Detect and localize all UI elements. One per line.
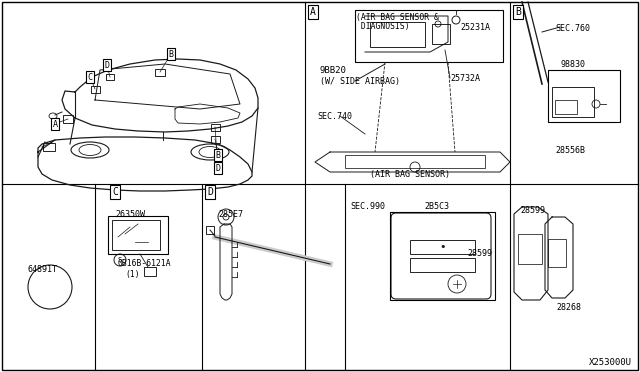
Text: B: B [515,7,521,17]
Text: C: C [112,187,118,197]
Text: (AIR BAG SENSOR): (AIR BAG SENSOR) [370,170,450,179]
Bar [211,124,220,131]
Bar [112,220,160,250]
Bar [90,86,99,93]
Bar [211,135,220,142]
Text: 28599: 28599 [467,250,492,259]
Bar [555,100,577,114]
Bar [206,226,214,234]
Text: SEC.740: SEC.740 [317,112,352,121]
Text: 98830: 98830 [561,60,586,68]
Text: DIAGNOSIS): DIAGNOSIS) [356,22,410,31]
Text: S: S [118,257,122,263]
Text: 9BB20: 9BB20 [320,65,347,74]
Text: 0B16B-6121A: 0B16B-6121A [117,260,171,269]
Text: D: D [216,164,221,173]
Text: A: A [52,119,58,128]
Bar [410,258,475,272]
Text: C: C [88,73,93,81]
Text: (1): (1) [125,269,140,279]
Text: X253000U: X253000U [589,358,632,367]
Text: 28556B: 28556B [555,145,585,154]
Bar [155,68,165,76]
Text: D: D [207,187,213,197]
Text: B: B [216,151,221,160]
Text: SEC.760: SEC.760 [555,23,590,32]
Text: 26350W: 26350W [115,209,145,218]
Text: 285E7: 285E7 [218,209,243,218]
Bar [355,10,503,62]
Bar [370,22,425,47]
Text: •: • [440,242,446,252]
Bar [43,143,55,151]
Bar [144,267,156,276]
Text: 25732A: 25732A [450,74,480,83]
Bar [432,24,450,44]
Text: B: B [168,49,173,58]
Text: (AIR BAG SENSOR &: (AIR BAG SENSOR & [356,13,439,22]
Text: 25231A: 25231A [460,22,490,32]
Text: 64891T: 64891T [27,264,57,273]
Text: SEC.990: SEC.990 [350,202,385,211]
Bar [548,239,566,267]
Bar [108,216,168,254]
Bar [390,212,495,300]
Text: A: A [310,7,316,17]
Bar [548,70,620,122]
Text: D: D [104,61,109,70]
Bar [106,74,114,80]
Bar [63,115,73,123]
Bar [410,240,475,254]
Text: (W/ SIDE AIRBAG): (W/ SIDE AIRBAG) [320,77,400,86]
Text: 2B5C3: 2B5C3 [424,202,449,211]
Bar [518,234,542,264]
Text: 28268: 28268 [556,302,581,311]
Bar [552,87,594,117]
Bar [345,155,485,168]
Text: 28599: 28599 [520,205,545,215]
